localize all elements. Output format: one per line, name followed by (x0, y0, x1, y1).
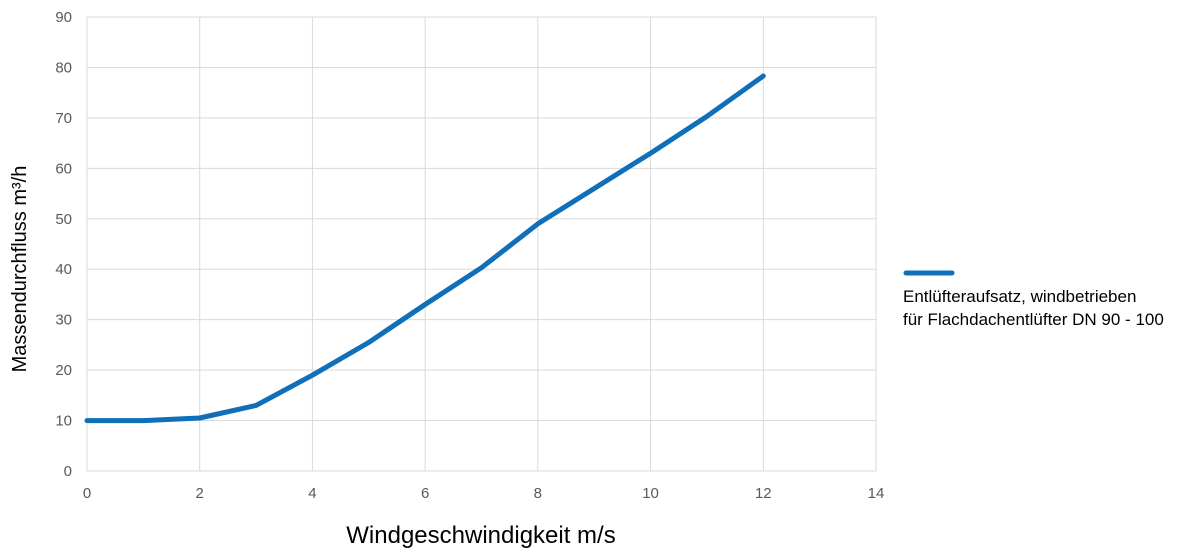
y-tick-label: 40 (55, 261, 72, 278)
horizontal-gridlines (87, 17, 876, 471)
x-tick-label: 0 (83, 485, 91, 502)
y-tick-label: 50 (55, 211, 72, 228)
x-tick-label: 12 (755, 485, 772, 502)
y-tick-label: 80 (55, 59, 72, 76)
x-tick-label: 8 (534, 485, 542, 502)
y-tick-label: 70 (55, 110, 72, 127)
vertical-gridlines (87, 17, 876, 471)
y-tick-label: 90 (55, 9, 72, 26)
legend-label-line-1: Entlüfteraufsatz, windbetrieben (903, 287, 1136, 306)
x-axis-tick-labels: 0 2 4 6 8 10 12 14 (83, 485, 885, 502)
x-tick-label: 4 (308, 485, 316, 502)
y-tick-label: 10 (55, 413, 72, 430)
legend: Entlüfteraufsatz, windbetrieben für Flac… (903, 273, 1164, 329)
x-tick-label: 14 (868, 485, 885, 502)
y-tick-label: 30 (55, 312, 72, 329)
x-tick-label: 10 (642, 485, 659, 502)
y-tick-label: 20 (55, 362, 72, 379)
y-axis-tick-labels: 0 10 20 30 40 50 60 70 80 90 (55, 9, 72, 480)
x-tick-label: 6 (421, 485, 429, 502)
x-axis-title: Windgeschwindigkeit m/s (346, 522, 615, 549)
y-axis-title: Massendurchfluss m³/h (9, 166, 31, 373)
legend-label-line-2: für Flachdachentlüfter DN 90 - 100 (903, 310, 1164, 329)
y-tick-label: 60 (55, 160, 72, 177)
x-tick-label: 2 (196, 485, 204, 502)
y-tick-label: 0 (64, 463, 72, 480)
